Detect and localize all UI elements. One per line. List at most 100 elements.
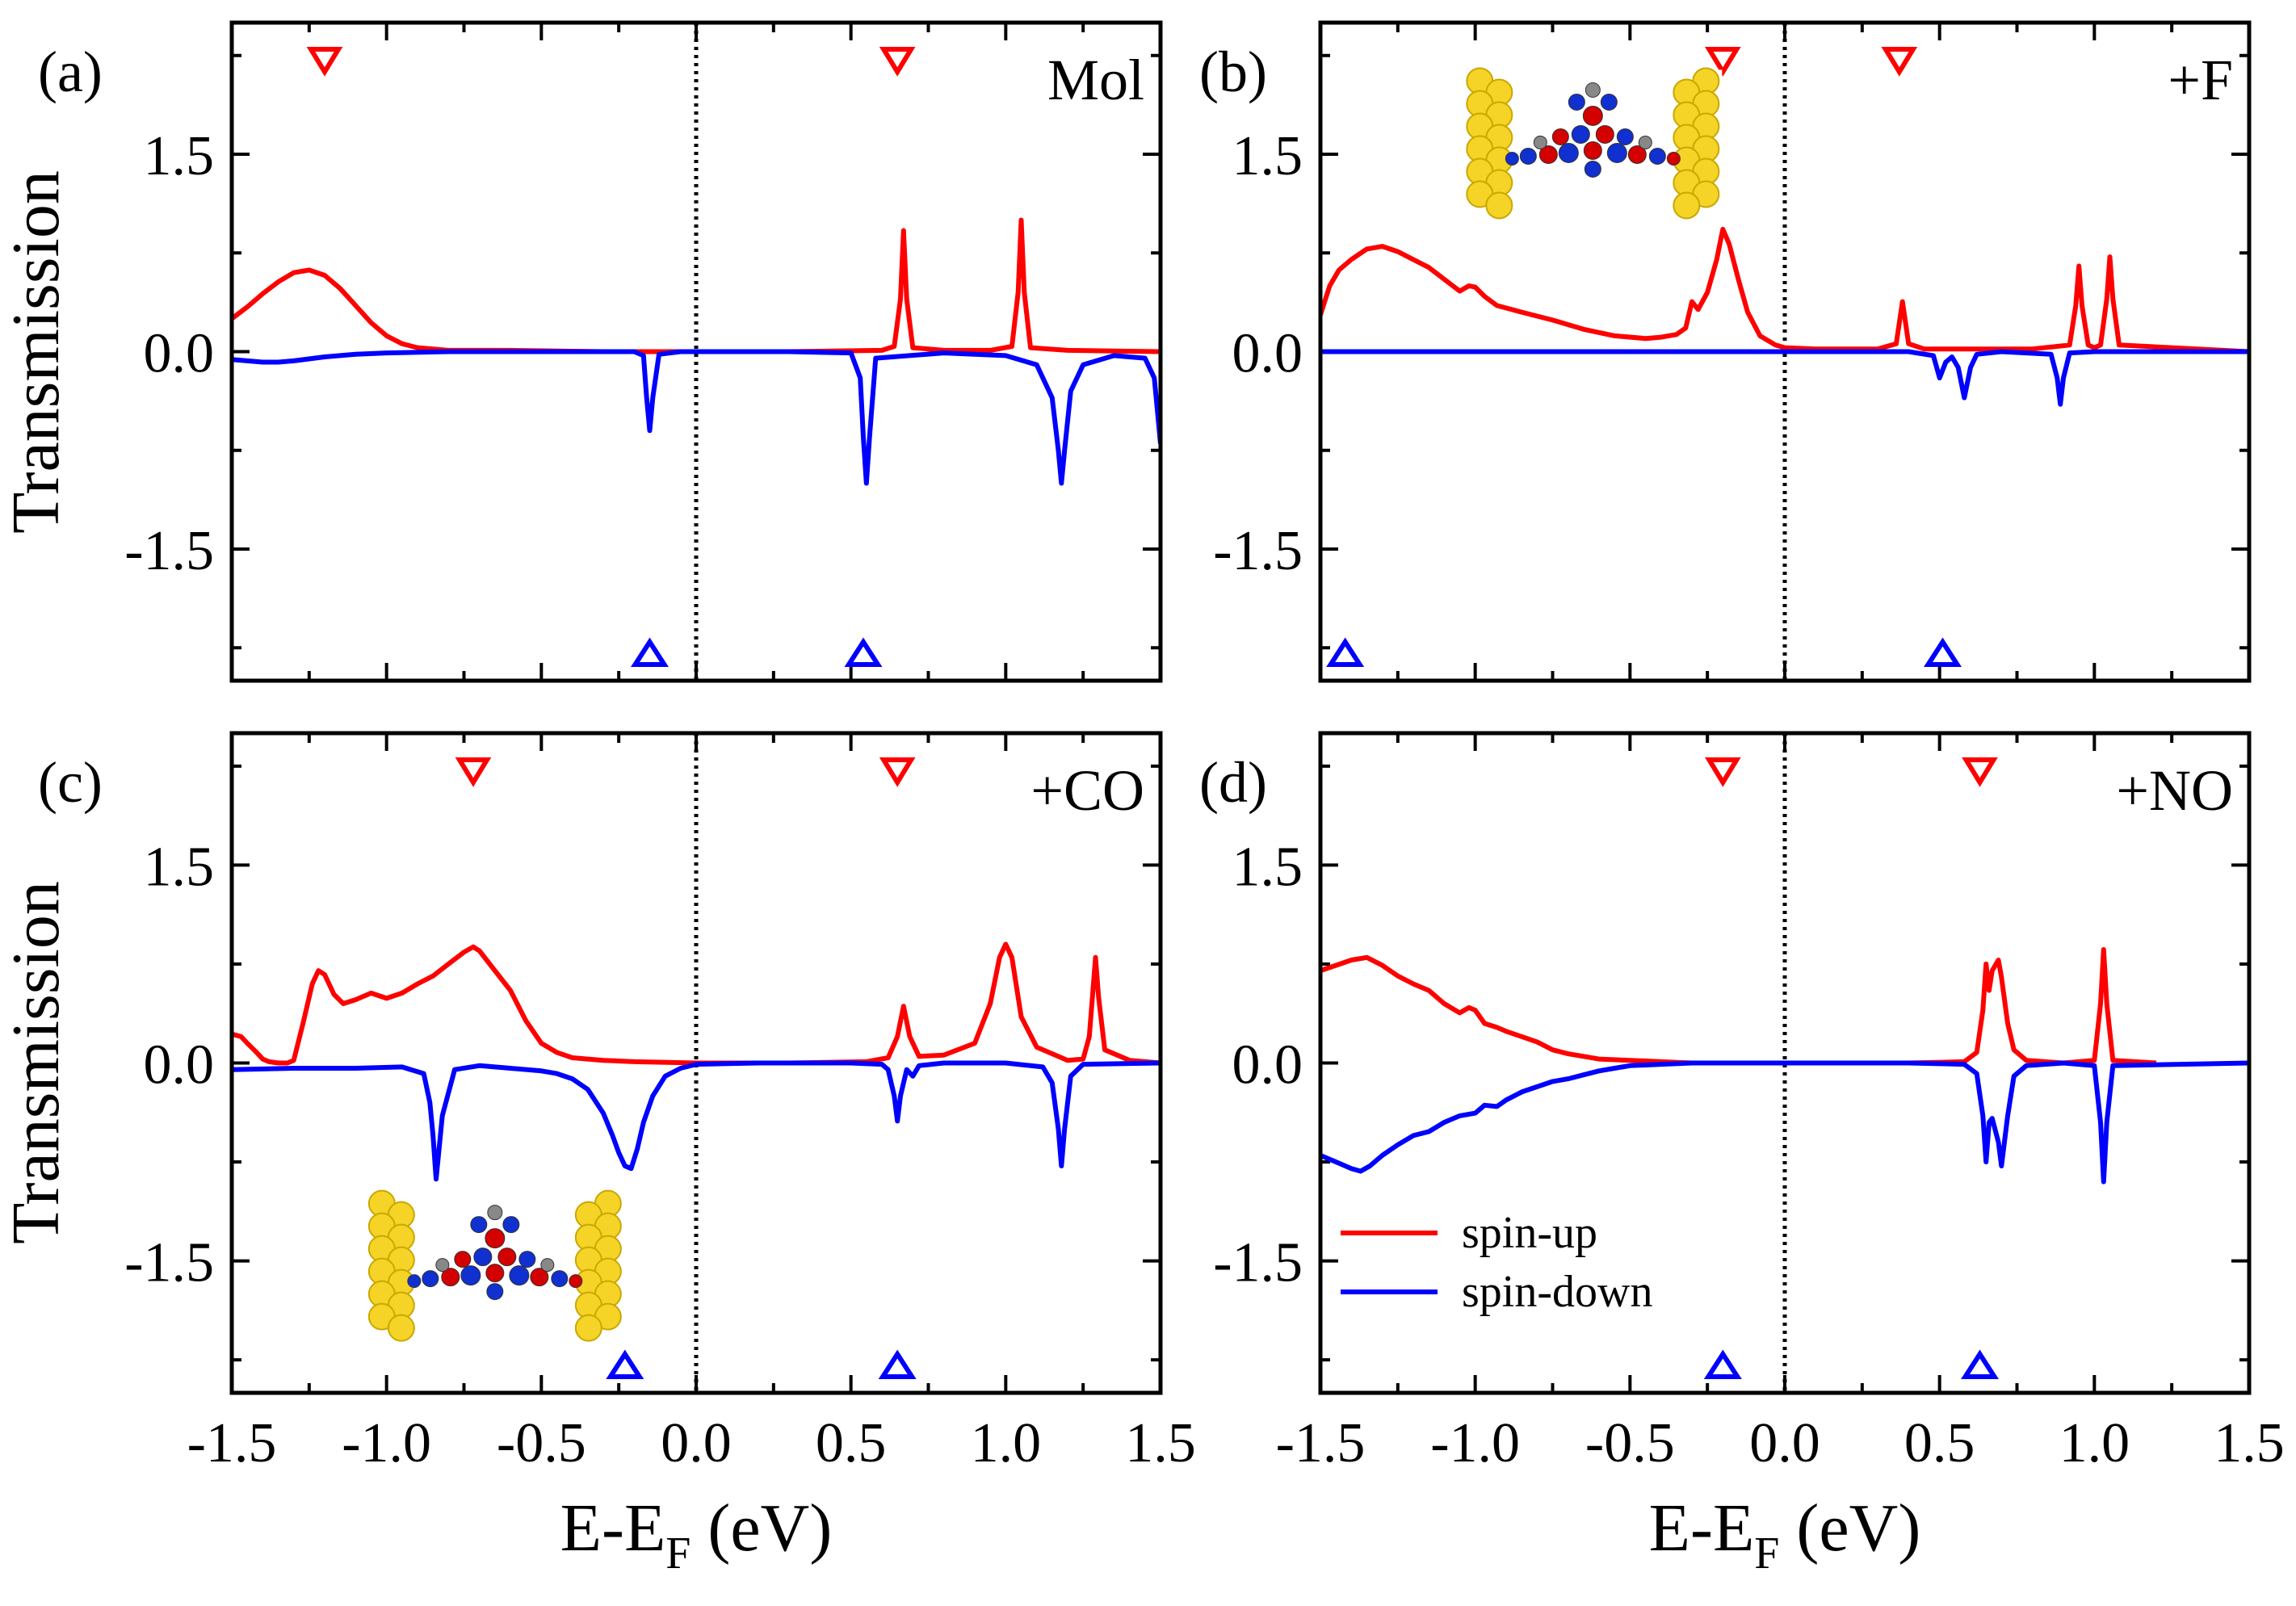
y-tick-label: -1.5 bbox=[1213, 520, 1303, 582]
legend-spin-down-label: spin-down bbox=[1462, 1267, 1652, 1317]
x-tick-label: 0.0 bbox=[661, 1412, 732, 1474]
spin-up-marker bbox=[455, 757, 492, 787]
orbital-lobe bbox=[1558, 142, 1579, 163]
panel-annotation: +NO bbox=[2116, 758, 2233, 823]
orbital-lobe bbox=[569, 1274, 583, 1289]
orbital-lobe bbox=[1600, 93, 1618, 111]
orbital-lobe bbox=[1505, 151, 1519, 166]
orbital-lobe bbox=[485, 1228, 506, 1249]
orbital-lobe bbox=[1666, 151, 1681, 166]
orbital-lobe bbox=[530, 1268, 549, 1287]
plot-area bbox=[1320, 226, 2249, 407]
y-tick-label: -1.5 bbox=[124, 1232, 214, 1294]
orbital-lobe bbox=[422, 1270, 439, 1288]
y-tick-label: -1.5 bbox=[124, 520, 214, 582]
spin-down-marker bbox=[1961, 1349, 1999, 1379]
gold-atom bbox=[574, 1314, 602, 1342]
panel-annotation: +CO bbox=[1030, 758, 1144, 823]
orbital-lobe bbox=[470, 1216, 488, 1234]
spin-up-marker bbox=[1881, 47, 1918, 77]
orbital-lobe bbox=[441, 1268, 460, 1287]
panel-a: 1.5 0.0 -1.5 (a) Mol bbox=[38, 20, 1163, 683]
orbital-lobe bbox=[487, 1205, 503, 1221]
x-tick-label: 1.5 bbox=[2214, 1412, 2285, 1474]
orbital-lobe bbox=[407, 1274, 422, 1289]
spin-up-marker bbox=[1962, 757, 1998, 787]
orbital-lobe bbox=[1616, 128, 1634, 145]
spin-up-line bbox=[1320, 226, 2249, 354]
panel-b: 1.5 0.0 -1.5 (b) +F bbox=[1199, 20, 2252, 683]
spin-down-marker bbox=[631, 637, 669, 667]
x-tick-label: -1.5 bbox=[187, 1412, 277, 1474]
molecule-inset-image bbox=[1463, 67, 1723, 220]
x-axis-title: E-EF (eV) bbox=[560, 1491, 833, 1579]
spin-down-line bbox=[232, 349, 1161, 486]
axes-frame bbox=[1318, 731, 2252, 1395]
x-tick-label: 1.0 bbox=[2059, 1412, 2130, 1474]
y-tick-label: 1.5 bbox=[144, 836, 215, 898]
orbital-lobe bbox=[473, 1247, 493, 1267]
gold-atom bbox=[1485, 191, 1513, 220]
x-axis-title-unit: (eV) bbox=[690, 1491, 832, 1566]
spin-up-line bbox=[1320, 947, 2157, 1066]
x-axis-title: E-EF (eV) bbox=[1649, 1491, 1921, 1579]
gold-atom bbox=[387, 1314, 415, 1342]
orbital-lobe bbox=[1582, 105, 1603, 126]
legend-spin-up-label: spin-up bbox=[1462, 1208, 1597, 1258]
orbital-lobe bbox=[1638, 135, 1652, 149]
axes-frame bbox=[229, 20, 1163, 683]
x-tick-label: -0.5 bbox=[497, 1412, 586, 1474]
spin-up-marker bbox=[879, 757, 916, 787]
x-tick-label: 0.5 bbox=[816, 1412, 887, 1474]
panel-label: (b) bbox=[1199, 40, 1267, 104]
x-tick-label: -1.5 bbox=[1276, 1412, 1366, 1474]
orbital-lobe bbox=[502, 1216, 520, 1234]
y-tick-label: 0.0 bbox=[144, 1034, 215, 1097]
spin-down-line bbox=[1320, 349, 2249, 407]
spin-up-line bbox=[232, 217, 1161, 354]
y-axis-title: Transmission bbox=[0, 170, 73, 534]
spin-up-line bbox=[232, 941, 1161, 1066]
x-tick-label: 0.0 bbox=[1749, 1412, 1820, 1474]
spin-down-marker bbox=[1924, 637, 1962, 667]
orbital-lobe bbox=[1627, 145, 1647, 164]
orbital-lobe bbox=[485, 1264, 505, 1283]
y-tick-label: 0.0 bbox=[1232, 1034, 1303, 1097]
panel-label: (d) bbox=[1199, 750, 1267, 815]
gold-atom bbox=[1673, 191, 1701, 220]
orbital-lobe bbox=[1606, 142, 1627, 163]
x-tick-label: -1.0 bbox=[342, 1412, 431, 1474]
orbital-lobe bbox=[1519, 147, 1537, 165]
y-tick-label: 1.5 bbox=[144, 125, 215, 187]
x-axis-title-main: E-E bbox=[1649, 1491, 1755, 1566]
orbital-lobe bbox=[1533, 135, 1547, 149]
y-axis-title: Transmission bbox=[0, 881, 73, 1244]
spin-down-line bbox=[1320, 1060, 2249, 1185]
spin-up-marker bbox=[306, 47, 343, 77]
panel-annotation: Mol bbox=[1047, 48, 1144, 112]
orbital-lobe bbox=[497, 1247, 517, 1267]
orbital-lobe bbox=[435, 1258, 450, 1273]
orbital-lobe bbox=[518, 1251, 536, 1268]
orbital-lobe bbox=[460, 1265, 481, 1286]
plot-area bbox=[1320, 947, 2249, 1185]
orbital-lobe bbox=[454, 1251, 472, 1268]
y-tick-label: 0.0 bbox=[1232, 323, 1303, 385]
orbital-lobe bbox=[1571, 124, 1590, 144]
spin-up-marker bbox=[1704, 47, 1741, 77]
spin-down-marker bbox=[844, 637, 883, 667]
spin-up-marker bbox=[879, 47, 916, 77]
axes-frame bbox=[229, 731, 1163, 1395]
orbital-lobe bbox=[1585, 82, 1601, 98]
y-tick-label: -1.5 bbox=[1213, 1232, 1303, 1294]
y-tick-label: 0.0 bbox=[144, 323, 215, 385]
panel-d: 1.5 0.0 -1.5 -1.5 -1.0 -0.5 0.0 0.5 1.0 1.5 (d) +NO bbox=[1199, 731, 2285, 1474]
orbital-lobe bbox=[1648, 147, 1666, 165]
spin-up-marker bbox=[1704, 757, 1741, 787]
orbital-lobe bbox=[509, 1265, 530, 1286]
spin-down-marker bbox=[1326, 637, 1365, 667]
orbital-lobe bbox=[486, 1283, 504, 1301]
x-tick-label: -1.0 bbox=[1430, 1412, 1520, 1474]
orbital-lobe bbox=[1584, 160, 1601, 178]
